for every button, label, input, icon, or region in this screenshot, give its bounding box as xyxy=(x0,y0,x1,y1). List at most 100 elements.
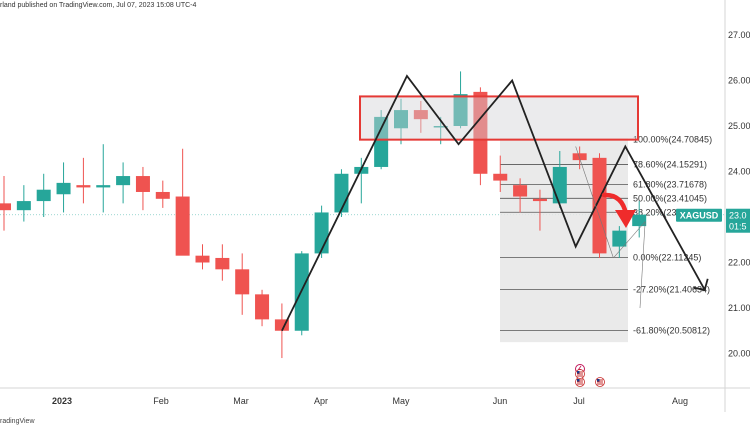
flag-stripe xyxy=(597,381,603,383)
fib-level-label: -61.80%(20.50812) xyxy=(633,325,710,335)
candle[interactable] xyxy=(36,173,51,217)
x-axis-tick-label: May xyxy=(392,396,410,406)
candle-body xyxy=(76,185,91,188)
x-axis-tick-label: Aug xyxy=(672,396,688,406)
resistance-box xyxy=(359,95,639,141)
candle[interactable] xyxy=(513,178,528,213)
candle-body xyxy=(314,212,329,254)
candle-body xyxy=(255,294,270,320)
candle-body xyxy=(175,196,190,256)
y-axis-tick-label: 21.00 xyxy=(728,303,750,313)
projection-line xyxy=(639,221,646,309)
tradingview-brand: radingView xyxy=(0,418,35,425)
candle[interactable] xyxy=(215,244,230,281)
wave-arrow-head xyxy=(693,278,709,291)
price-tag-price: 23.0 xyxy=(729,211,747,221)
y-axis-tick-label: 24.00 xyxy=(728,167,750,177)
candle[interactable] xyxy=(632,201,647,238)
x-axis-tick-label: Mar xyxy=(233,396,249,406)
candle[interactable] xyxy=(453,71,468,129)
candle-body xyxy=(0,203,11,211)
candle-body xyxy=(155,191,170,199)
y-axis-tick-label: 26.00 xyxy=(728,76,750,86)
price-tag-bg xyxy=(726,208,750,233)
publisher-header: rland published on TradingView.com, Jul … xyxy=(0,2,197,9)
candle[interactable] xyxy=(473,87,488,186)
candle[interactable] xyxy=(294,251,309,336)
symbol-tag-text: XAGUSD xyxy=(680,211,719,221)
candle-body xyxy=(96,185,111,188)
fib-level-label: -27.20%(21.40634) xyxy=(633,285,710,295)
candle[interactable] xyxy=(76,157,91,204)
fib-level-label: 50.00%(23.41045) xyxy=(633,193,707,203)
candle-body xyxy=(16,201,31,211)
flag-stripe xyxy=(577,375,583,377)
wave-pattern-line xyxy=(281,74,706,332)
candle-body xyxy=(532,198,547,202)
fib-level-label: 100.00%(24.70845) xyxy=(633,134,712,144)
y-axis-tick-label: 22.00 xyxy=(728,258,750,268)
us-flag-event-icon[interactable] xyxy=(595,377,605,387)
candle-body xyxy=(374,116,389,167)
price-tag: 23.001:5 xyxy=(726,208,750,233)
candle-body xyxy=(552,166,567,204)
candle[interactable] xyxy=(532,189,547,231)
candle-body xyxy=(56,182,71,195)
fib-level-label: 0.00%(22.11245) xyxy=(633,252,701,262)
projection-line xyxy=(575,146,614,259)
us-flag-event-icon[interactable] xyxy=(575,369,585,379)
candle[interactable] xyxy=(493,155,508,192)
fib-level-label: 38.20%(23.10412) xyxy=(633,207,707,217)
flag-stripe xyxy=(597,379,603,381)
candle-body xyxy=(632,214,647,227)
flag-canton xyxy=(577,371,580,374)
candle[interactable] xyxy=(56,162,71,213)
x-axis-tick-label: Apr xyxy=(314,396,328,406)
candle-body xyxy=(195,255,210,263)
candle[interactable] xyxy=(255,289,270,327)
y-axis-tick-label: 27.00 xyxy=(728,30,750,40)
bearish-arrow-icon xyxy=(601,192,636,228)
candle-body xyxy=(116,176,131,186)
x-axis-tick-label: Jul xyxy=(573,396,585,406)
fib-level-label: 61.80%(23.71678) xyxy=(633,179,707,189)
candle[interactable] xyxy=(612,226,627,258)
flag-canton xyxy=(597,379,600,382)
candle[interactable] xyxy=(16,185,31,222)
candle[interactable] xyxy=(135,166,150,211)
fib-level-label: 78.60%(24.15291) xyxy=(633,160,707,170)
flag-stripe xyxy=(577,381,583,383)
candle[interactable] xyxy=(96,144,111,213)
flag-stripe xyxy=(577,379,583,381)
candle-body xyxy=(513,185,528,197)
candle-body xyxy=(453,94,468,126)
projection-line xyxy=(613,221,646,259)
candle[interactable] xyxy=(235,253,250,315)
x-axis-tick-label: Jun xyxy=(493,396,508,406)
candle[interactable] xyxy=(592,153,607,258)
flag-stripe xyxy=(577,373,583,375)
bearish-arrow-head xyxy=(615,210,636,228)
symbol-tag-bg xyxy=(676,208,722,222)
candle[interactable] xyxy=(0,176,11,231)
candle[interactable] xyxy=(413,100,428,133)
candle-body xyxy=(36,189,51,202)
flag-stripe xyxy=(577,383,583,385)
candle-body xyxy=(274,319,289,331)
candle[interactable] xyxy=(155,180,170,208)
symbol-tag: XAGUSD xyxy=(676,208,722,222)
y-axis-tick-label: 25.00 xyxy=(728,121,750,131)
candle[interactable] xyxy=(195,244,210,270)
candle[interactable] xyxy=(175,148,190,256)
candle-body xyxy=(572,153,587,161)
candle-body xyxy=(334,173,349,213)
candle[interactable] xyxy=(116,162,131,204)
candle-body xyxy=(592,157,607,254)
flag-canton xyxy=(577,379,580,382)
price-tag-countdown: 01:5 xyxy=(729,222,747,232)
candle[interactable] xyxy=(394,98,408,145)
candle-body xyxy=(473,91,488,174)
candle-body xyxy=(493,173,508,181)
y-axis-tick-label: 20.00 xyxy=(728,349,750,359)
